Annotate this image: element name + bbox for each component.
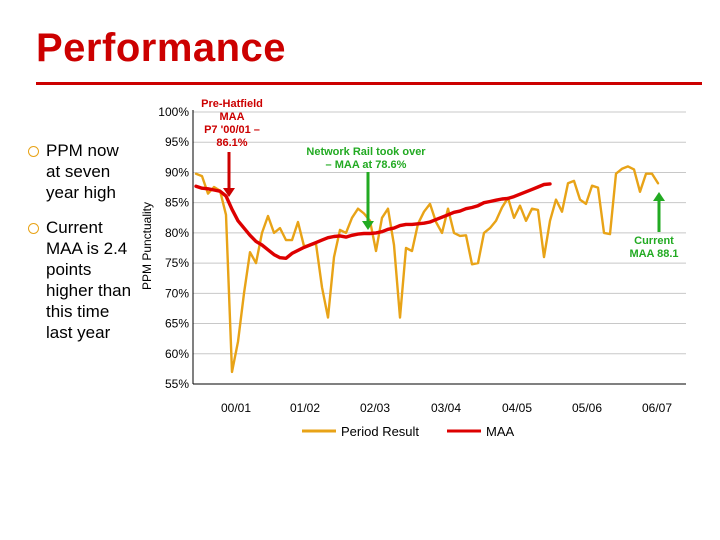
bullet-item: PPM now at seven year high <box>28 140 132 203</box>
bullet-text: Current MAA is 2.4 points higher than th… <box>46 218 132 342</box>
y-tick-label: 75% <box>165 256 189 270</box>
y-tick-label: 65% <box>165 317 189 331</box>
series-line-maa <box>194 182 552 260</box>
series-line-period-result <box>194 165 660 374</box>
y-tick-label: 55% <box>165 377 189 391</box>
x-tick-label: 06/07 <box>642 401 672 415</box>
gridlines <box>193 111 686 355</box>
y-tick-label: 95% <box>165 135 189 149</box>
annotation-current-maa: Current MAA 88.1 <box>629 235 678 260</box>
x-tick-label: 04/05 <box>502 401 532 415</box>
annotations: Pre-Hatfield MAA P7 '00/01 –86.1% Network R… <box>201 98 678 260</box>
y-tick-label: 85% <box>165 196 189 210</box>
x-tick-label: 02/03 <box>360 401 390 415</box>
title-underline <box>36 82 702 85</box>
arrow-current-maa <box>653 192 665 232</box>
bullet-circle-icon <box>28 223 39 234</box>
bullet-circle-icon <box>28 146 39 157</box>
y-tick-label: 100% <box>158 105 189 119</box>
arrow-pre-hatfield <box>223 152 235 197</box>
y-tick-label: 70% <box>165 286 189 300</box>
y-tick-label: 60% <box>165 347 189 361</box>
x-tick-label: 01/02 <box>290 401 320 415</box>
bullet-text: PPM now at seven year high <box>46 141 119 202</box>
x-tick-label: 00/01 <box>221 401 251 415</box>
bullet-item: Current MAA is 2.4 points higher than th… <box>28 217 132 343</box>
axes: 55% 60% 65% 70% 75% 80% 85% 90% 95% 100% PPM Punct… <box>140 105 686 415</box>
y-tick-label: 80% <box>165 226 189 240</box>
x-tick-label: 05/06 <box>572 401 602 415</box>
arrow-network-rail <box>362 172 374 230</box>
annotation-network-rail: Network Rail took over – MAA at 78.6% <box>306 146 426 171</box>
y-axis-title: PPM Punctuality <box>140 202 154 290</box>
legend: Period Result MAA <box>302 424 515 439</box>
series-lines <box>194 165 660 374</box>
legend-label-maa: MAA <box>486 424 515 439</box>
legend-label-period-result: Period Result <box>341 424 419 439</box>
slide-title: Performance <box>36 26 287 70</box>
annotation-pre-hatfield: Pre-Hatfield MAA P7 '00/01 –86.1% <box>201 98 263 149</box>
bullet-list: PPM now at seven year high Current MAA i… <box>28 140 132 357</box>
x-tick-label: 03/04 <box>431 401 461 415</box>
y-tick-label: 90% <box>165 165 189 179</box>
